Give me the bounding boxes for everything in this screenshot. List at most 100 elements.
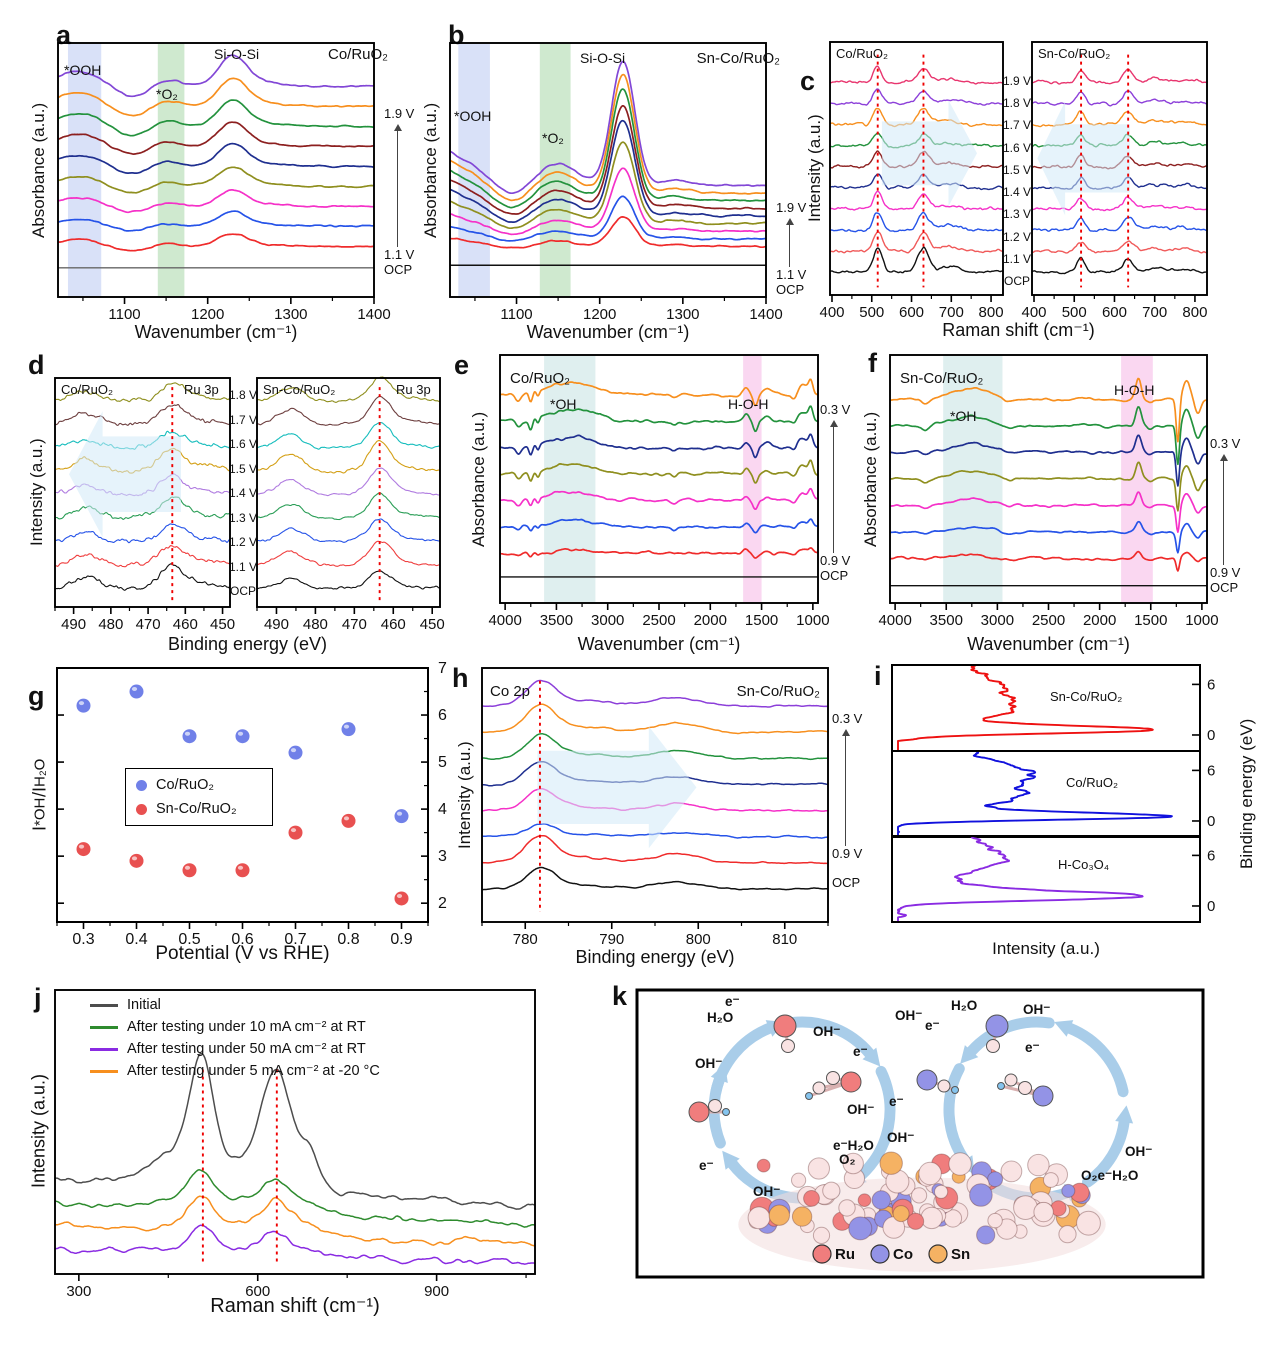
schematic-species-label: OH⁻	[887, 1130, 914, 1145]
voltage-label: OCP	[1003, 273, 1030, 288]
panel-c-left-title: Co/RuO₂	[836, 46, 889, 61]
svg-text:0.5: 0.5	[178, 931, 200, 948]
panel-i-bottom-title: H-Co₃O₄	[1058, 857, 1110, 872]
schematic-species-label: OH⁻	[895, 1008, 922, 1023]
voltage-label: 1.7 V	[228, 412, 258, 427]
svg-text:500: 500	[859, 304, 884, 321]
panel-j-y-axis-label: Intensity (a.u.)	[28, 1073, 49, 1189]
panel-e-plot: 4000 3500 3000 2500 2000 1500 1000	[488, 354, 830, 629]
legend-line-icon	[90, 1025, 118, 1029]
svg-text:2500: 2500	[1032, 612, 1065, 629]
schematic-species-label: H₂O	[707, 1010, 733, 1025]
svg-text:1100: 1100	[108, 306, 140, 323]
svg-text:1200: 1200	[191, 306, 224, 323]
svg-text:1500: 1500	[1134, 612, 1167, 629]
panel-d-left-plot: 490 480 470 460 450	[54, 377, 235, 633]
panel-f-letter: f	[868, 348, 877, 378]
panel-b-title: Sn-Co/RuO₂	[696, 50, 780, 67]
voltage-label: 1.7 V	[1002, 118, 1032, 133]
panel-g-x-axis-label: Potential (V vs RHE)	[155, 943, 330, 964]
voltage-label: 1.2 V	[228, 535, 258, 549]
potential-bottom-label: 0.9 V	[1210, 564, 1241, 580]
panel-c-x-axis-label: Raman shift (cm⁻¹)	[942, 320, 1095, 340]
legend-label: Initial	[127, 997, 161, 1013]
panel-h-plot: 780 790 800 810	[481, 667, 829, 948]
voltage-label: 1.1 V	[228, 559, 258, 574]
svg-text:480: 480	[98, 616, 123, 633]
ooh-annotation: *OOH	[454, 108, 492, 124]
arrow-stem	[789, 224, 790, 267]
up-arrow-icon	[1220, 453, 1228, 461]
legend-label: Co/RuO₂	[156, 777, 215, 793]
svg-text:470: 470	[342, 616, 367, 633]
svg-text:450: 450	[210, 616, 235, 633]
panel-c-voltage-labels: 1.9 V 1.8 V 1.7 V 1.6 V 1.5 V 1.4 V 1.3 V 1.2 V…	[1000, 74, 1034, 288]
panel-b-y-axis-label: Absorbance (a.u.)	[421, 102, 440, 238]
svg-text:800: 800	[686, 931, 711, 948]
legend-row: Co/RuO₂	[136, 777, 262, 793]
schematic-species-label: e⁻	[699, 1158, 714, 1173]
svg-text:6: 6	[1207, 762, 1215, 779]
voltage-label: 1.3 V	[228, 510, 258, 525]
voltage-label: OCP	[229, 584, 256, 598]
panel-d: d Intensity (a.u.) 490 480 470 460 450 490 48…	[27, 344, 448, 662]
schematic-species-label: e⁻	[1025, 1040, 1040, 1055]
svg-text:3500: 3500	[930, 612, 963, 629]
ylabel-sub1: *OH	[31, 797, 49, 826]
voltage-label: 1.6 V	[228, 437, 258, 451]
voltage-label: 1.4 V	[1002, 185, 1032, 200]
svg-text:4: 4	[438, 801, 447, 818]
o2-annotation: *O₂	[156, 86, 178, 102]
panel-j-letter: j	[34, 983, 42, 1013]
panel-j: j Intensity (a.u.) 300 600 900 Initial Afte…	[28, 975, 608, 1363]
potential-bottom-label: 1.1 V	[384, 246, 415, 262]
panel-f-plot: 4000 3500 3000 2500 2000 1500 1000	[878, 354, 1219, 629]
svg-text:700: 700	[1142, 304, 1167, 321]
panel-a-y-axis-label: Absorbance (a.u.)	[29, 102, 48, 238]
svg-text:2000: 2000	[694, 612, 727, 629]
potential-top-label: 1.9 V	[776, 200, 807, 215]
svg-text:6: 6	[1207, 847, 1215, 864]
si-o-si-annotation: Si-O-Si	[214, 46, 260, 62]
schematic-species-label: e⁻	[853, 1044, 868, 1059]
legend-label: After testing under 5 mA cm⁻² at -20 °C	[127, 1063, 380, 1079]
svg-text:3: 3	[438, 848, 447, 865]
panel-c-letter: c	[800, 66, 816, 96]
voltage-label: 1.8 V	[228, 388, 258, 402]
svg-text:500: 500	[1062, 304, 1087, 321]
panel-b-potential-range: 1.9 V 1.1 V OCP	[776, 200, 806, 298]
svg-text:400: 400	[1021, 304, 1046, 321]
arrow-stem	[1223, 460, 1224, 565]
o2-annotation: *O₂	[542, 130, 564, 146]
voltage-label: 1.5 V	[1002, 162, 1032, 177]
panel-b-letter: b	[448, 20, 465, 50]
legend-line-icon	[90, 1069, 118, 1073]
schematic-species-label: O₂e⁻H₂O	[1081, 1168, 1138, 1183]
svg-text:1300: 1300	[666, 306, 699, 323]
svg-text:460: 460	[173, 616, 198, 633]
panel-d-letter: d	[28, 350, 45, 380]
svg-text:1500: 1500	[745, 612, 778, 629]
panel-g-letter: g	[28, 681, 45, 711]
panel-c-left-plot: 400 500 600 700 800	[819, 41, 1004, 321]
oh-annotation: *OH	[550, 396, 577, 412]
svg-text:0: 0	[1207, 727, 1215, 744]
potential-top-label: 0.3 V	[820, 402, 851, 417]
svg-text:470: 470	[136, 616, 161, 633]
legend-label: After testing under 50 mA cm⁻² at RT	[127, 1041, 366, 1057]
panel-c-right-title: Sn-Co/RuO₂	[1038, 46, 1111, 61]
oh-annotation: *OH	[950, 408, 977, 424]
legend-label: Sn-Co/RuO₂	[156, 801, 237, 817]
potential-bottom-label: 0.9 V	[820, 552, 851, 568]
panel-h-x-axis-label: Binding energy (eV)	[575, 947, 735, 967]
svg-text:2500: 2500	[642, 612, 675, 629]
svg-text:3500: 3500	[540, 612, 573, 629]
svg-text:0: 0	[1207, 813, 1215, 830]
panel-i-top-plot: 60	[891, 664, 1215, 752]
panel-f-y-axis-label: Absorbance (a.u.)	[861, 411, 880, 547]
panel-e-x-axis-label: Wavenumber (cm⁻¹)	[577, 634, 741, 654]
panel-j-plot: 300 600 900	[54, 989, 536, 1300]
panel-j-legend: Initial After testing under 10 mA cm⁻² at…	[90, 997, 380, 1079]
schematic-species-label: e⁻	[889, 1094, 904, 1109]
